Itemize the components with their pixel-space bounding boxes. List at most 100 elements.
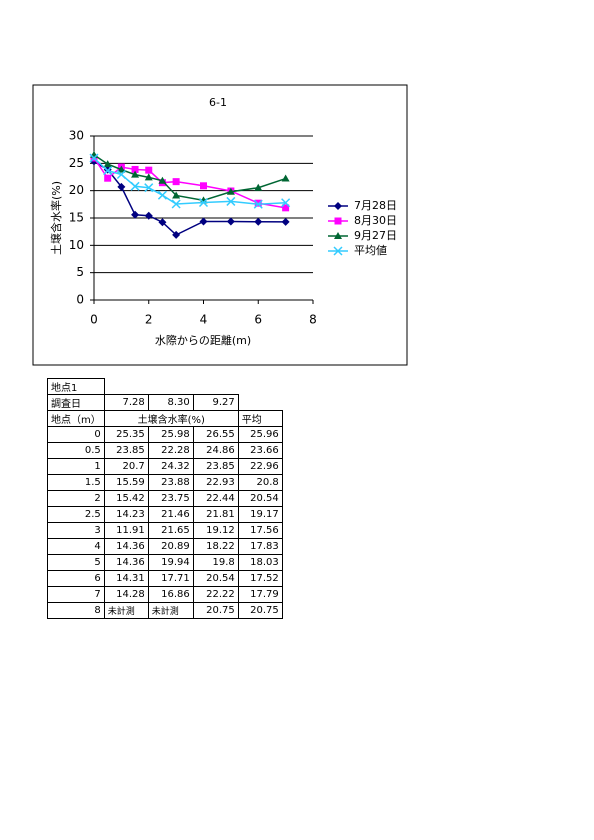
table-cell: 15.42 xyxy=(103,490,149,507)
table-row: 3 11.91 21.65 19.12 17.56 xyxy=(47,522,283,539)
table-row: 8 未計測 未計測 20.75 20.75 xyxy=(47,602,283,619)
table-cell: 21.81 xyxy=(192,506,239,523)
marker xyxy=(103,166,113,176)
marker xyxy=(104,174,112,182)
table-cell: 17.52 xyxy=(237,570,283,587)
table-cell: 18.03 xyxy=(237,554,283,571)
table-cell: 23.88 xyxy=(147,474,194,491)
table-cell: 18.22 xyxy=(192,538,239,555)
marker xyxy=(144,183,154,193)
marker xyxy=(103,160,112,168)
marker xyxy=(157,190,167,200)
table-cell: 23.85 xyxy=(192,458,239,475)
x-tick-label: 4 xyxy=(200,313,208,327)
marker xyxy=(200,182,207,190)
marker xyxy=(158,176,167,184)
table-cell xyxy=(104,379,148,395)
x-tick-label: 0 xyxy=(90,313,98,327)
table-cell: 7.28 xyxy=(103,394,149,411)
table-cell: 11.91 xyxy=(103,522,149,539)
table-cell: 19.17 xyxy=(237,506,283,523)
legend-marker xyxy=(333,246,343,256)
table-row: 1 20.7 24.32 23.85 22.96 xyxy=(47,458,283,475)
table-cell: 7 xyxy=(47,586,105,603)
marker xyxy=(198,197,209,208)
table-cell: 0.5 xyxy=(47,442,105,459)
x-tick-label: 2 xyxy=(145,313,153,327)
chart-frame xyxy=(32,84,408,366)
table-cell: 土壌含水率(%) xyxy=(103,410,239,427)
marker xyxy=(171,199,181,209)
marker xyxy=(145,166,153,174)
table-row: 2.5 14.23 21.46 21.81 19.17 xyxy=(47,506,283,523)
table-cell: 15.59 xyxy=(103,474,149,491)
table-row: 5 14.36 19.94 19.8 18.03 xyxy=(47,554,283,571)
table-cell: 14.31 xyxy=(103,570,149,587)
y-tick-label: 15 xyxy=(69,211,84,225)
table-cell: 2 xyxy=(47,490,105,507)
table-cell: 8 xyxy=(47,602,105,619)
table-cell: 未計測 xyxy=(103,602,149,619)
table-row: 0.5 23.85 22.28 24.86 23.66 xyxy=(47,442,283,459)
marker xyxy=(117,182,126,191)
marker xyxy=(158,218,167,227)
legend-marker xyxy=(334,232,342,239)
y-axis-label: 土壌含水率(%) xyxy=(49,181,63,255)
legend-label: 平均値 xyxy=(354,244,387,257)
table-cell: 5 xyxy=(47,554,105,571)
table-cell: 19.12 xyxy=(192,522,239,539)
x-axis-label: 水際からの距離(m) xyxy=(155,333,251,347)
y-tick-label: 0 xyxy=(76,293,84,307)
table-cell: 9.27 xyxy=(192,394,239,411)
table-cell: 14.36 xyxy=(103,538,149,555)
table-cell: 0 xyxy=(47,426,105,443)
table-cell: 20.7 xyxy=(103,458,149,475)
table-cell: 14.28 xyxy=(103,586,149,603)
y-tick-label: 10 xyxy=(69,238,84,252)
table-cell: 22.93 xyxy=(192,474,239,491)
table-cell: 17.56 xyxy=(237,522,283,539)
table-cell: 4 xyxy=(47,538,105,555)
table-cell: 25.96 xyxy=(237,426,283,443)
marker xyxy=(253,199,263,209)
table-row: 調査日 7.28 8.30 9.27 xyxy=(47,394,283,411)
table-cell xyxy=(148,379,193,395)
legend-label: 8月30日 xyxy=(354,214,397,227)
table-cell: 19.8 xyxy=(192,554,239,571)
marker xyxy=(226,217,235,226)
marker xyxy=(199,196,208,204)
table-cell: 16.86 xyxy=(147,586,194,603)
table-cell: 1 xyxy=(47,458,105,475)
marker xyxy=(226,187,235,195)
table-cell: 22.28 xyxy=(147,442,194,459)
marker xyxy=(281,174,290,182)
table-row: 4 14.36 20.89 18.22 17.83 xyxy=(47,538,283,555)
legend-label: 7月28日 xyxy=(354,199,397,212)
table-cell: 調査日 xyxy=(47,394,105,411)
table-cell: 6 xyxy=(47,570,105,587)
data-table: 地点1 調査日 7.28 8.30 9.27 地点（m） 土壌含水率(%) 平均 0 25.35 2… xyxy=(47,378,283,619)
table-cell: 23.66 xyxy=(237,442,283,459)
marker xyxy=(116,169,126,180)
marker xyxy=(254,183,263,191)
marker xyxy=(281,217,290,226)
table-cell: 14.23 xyxy=(103,506,149,523)
table-cell: 17.79 xyxy=(237,586,283,603)
table-row: 2 15.42 23.75 22.44 20.54 xyxy=(47,490,283,507)
table-cell: 21.65 xyxy=(147,522,194,539)
marker xyxy=(254,217,263,226)
table-cell: 2.5 xyxy=(47,506,105,523)
table-cell: 1.5 xyxy=(47,474,105,491)
table-cell: 19.94 xyxy=(147,554,194,571)
table-cell: 3 xyxy=(47,522,105,539)
marker xyxy=(144,211,153,220)
table-cell: 17.71 xyxy=(147,570,194,587)
marker xyxy=(131,165,139,173)
table-cell: 8.30 xyxy=(147,394,194,411)
table-cell: 未計測 xyxy=(147,602,194,619)
table-cell: 20.75 xyxy=(237,602,283,619)
table-cell: 17.83 xyxy=(237,538,283,555)
marker xyxy=(144,173,153,181)
